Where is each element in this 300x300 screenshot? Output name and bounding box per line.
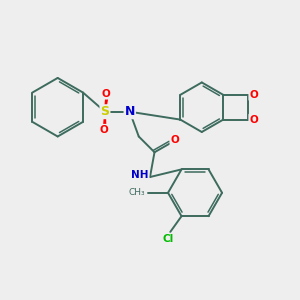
Text: NH: NH — [131, 170, 148, 180]
Text: O: O — [249, 115, 258, 124]
Text: O: O — [170, 135, 179, 145]
Text: Cl: Cl — [162, 234, 174, 244]
Text: O: O — [249, 90, 258, 100]
Text: CH₃: CH₃ — [129, 188, 146, 197]
Text: N: N — [124, 105, 135, 118]
Text: S: S — [100, 105, 109, 118]
Text: O: O — [102, 89, 110, 99]
Text: O: O — [100, 125, 108, 135]
